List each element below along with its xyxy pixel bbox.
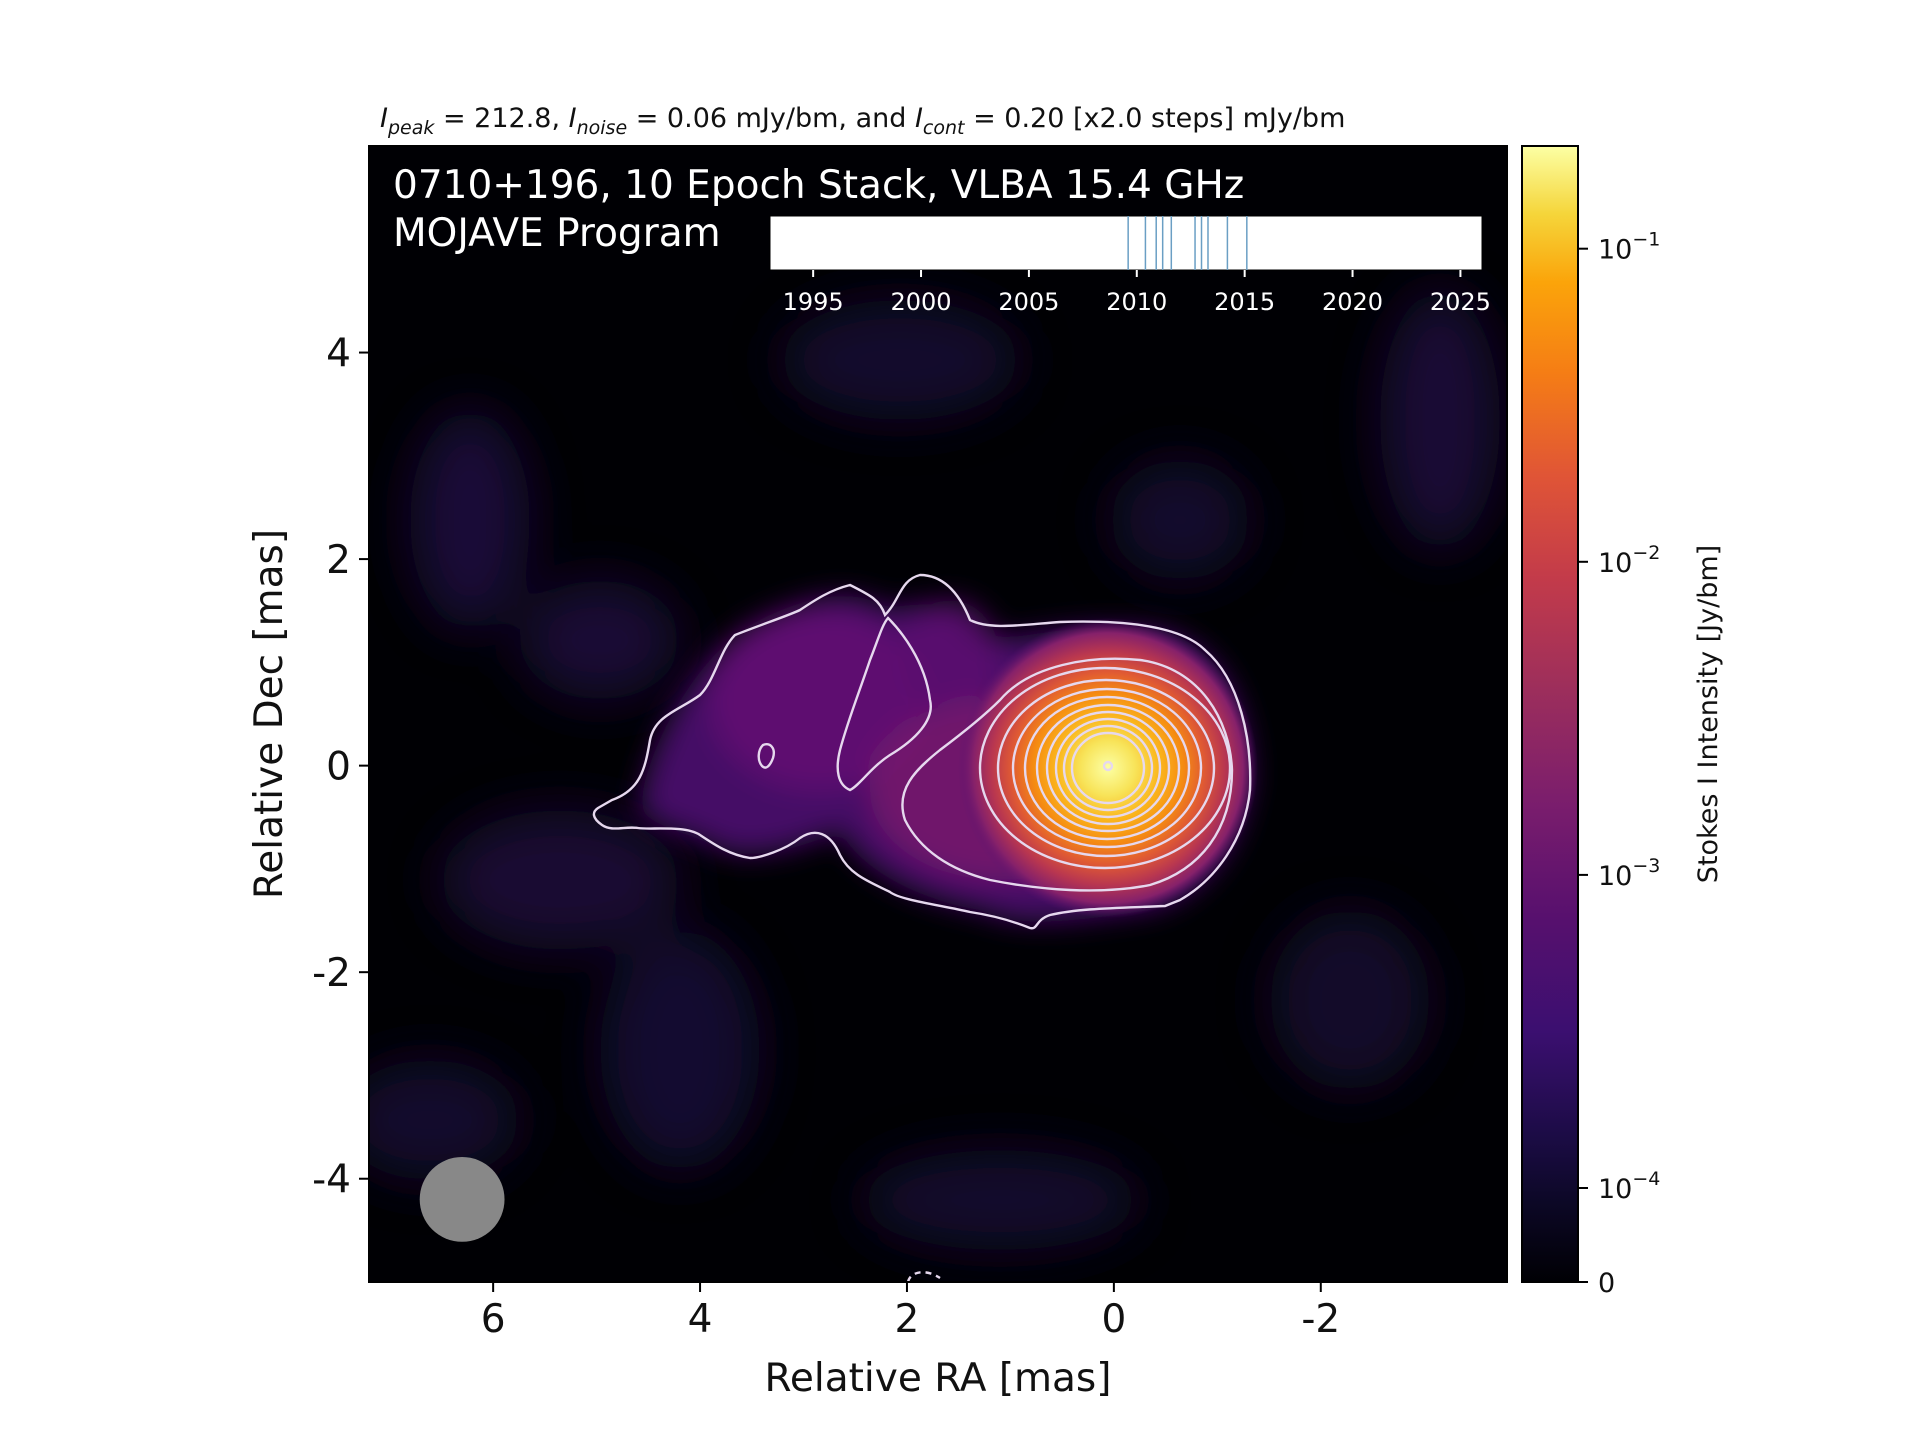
timeline-ticks: 1995 2000 2005 2010 2015 2020 2025: [783, 270, 1491, 316]
timeline-epochs: [1127, 216, 1248, 270]
intensity-header: Ipeak = 212.8, Inoise = 0.06 mJy/bm, and…: [380, 103, 1345, 139]
epoch-timeline: 1995 2000 2005 2010 2015 2020 2025: [769, 215, 1491, 316]
x-axis-ticks: 6 4 2 0 -2: [481, 1282, 1340, 1342]
contour-8: [1045, 710, 1171, 826]
contour-gap: [836, 616, 932, 792]
x-axis-label: Relative RA [mas]: [765, 1356, 1112, 1401]
contours: [592, 573, 1252, 1282]
timeline-tick-label: 1995: [783, 288, 844, 316]
contour-3: [978, 666, 1232, 870]
plot-frame: [368, 145, 1508, 1283]
timeline-tick-label: 2015: [1214, 288, 1275, 316]
contour-6: [1023, 695, 1191, 841]
colorbar-tick-label: 10−1: [1598, 229, 1660, 266]
core-emission: [958, 618, 1258, 918]
beam-ellipse: [419, 1156, 505, 1242]
colorbar-tick-label: 10−2: [1598, 542, 1660, 579]
contour-12: [1102, 760, 1114, 772]
colorbar-label: Stokes I Intensity [Jy/bm]: [1693, 545, 1724, 883]
contour-outer: [592, 573, 1252, 930]
timeline-tick-label: 2000: [890, 288, 951, 316]
x-tick-label: 4: [688, 1297, 713, 1342]
x-tick-label: 0: [1101, 1297, 1126, 1342]
y-tick-label: 2: [326, 538, 351, 583]
colorbar-tick-label: 0: [1598, 1268, 1615, 1299]
contour-4: [996, 678, 1216, 858]
contour-11: [1070, 731, 1146, 805]
contour-10: [1062, 724, 1154, 812]
colorbar-gradient: [1521, 145, 1579, 1283]
colorbar-tick-label: 10−3: [1598, 855, 1660, 892]
colorbar: 10−1 10−2 10−3 10−4 0 Stokes I Intensity [Jy…: [1521, 145, 1724, 1299]
contour-2: [901, 657, 1234, 892]
contour-9: [1054, 717, 1162, 819]
y-tick-label: 0: [326, 745, 351, 790]
timeline-tick-label: 2010: [1106, 288, 1167, 316]
x-tick-label: 2: [895, 1297, 920, 1342]
timeline-tick-label: 2005: [998, 288, 1059, 316]
y-tick-label: -2: [312, 951, 351, 996]
y-tick-label: -4: [312, 1158, 351, 1203]
timeline-tick-label: 2025: [1430, 288, 1491, 316]
x-tick-label: -2: [1301, 1297, 1340, 1342]
colorbar-ticks: 10−1 10−2 10−3 10−4 0: [1578, 229, 1660, 1299]
y-axis-ticks: 4 2 0 -2 -4: [312, 332, 369, 1203]
plot-title-line2: MOJAVE Program: [393, 211, 721, 256]
contour-7: [1035, 703, 1181, 833]
timeline-box: [769, 215, 1483, 271]
y-tick-label: 4: [326, 332, 351, 377]
image-area: 0710+196, 10 Epoch Stack, VLBA 15.4 GHz …: [369, 146, 1507, 1282]
contour-knot: [757, 743, 775, 769]
plot-title-line1: 0710+196, 10 Epoch Stack, VLBA 15.4 GHz: [393, 163, 1244, 208]
x-tick-label: 6: [481, 1297, 506, 1342]
noise-background: [369, 290, 1500, 1250]
colorbar-tick-label: 10−4: [1598, 1168, 1660, 1205]
contour-negative: [906, 1271, 941, 1282]
contour-5: [1011, 687, 1203, 849]
timeline-tick-label: 2020: [1322, 288, 1383, 316]
y-axis-label: Relative Dec [mas]: [247, 529, 292, 899]
